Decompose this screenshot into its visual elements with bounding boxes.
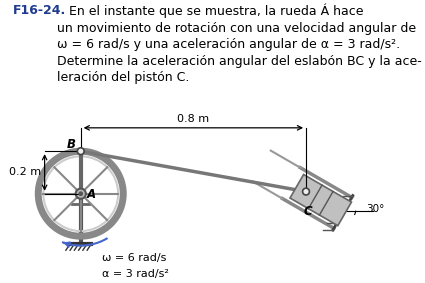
Circle shape [79,192,82,195]
Polygon shape [290,175,351,226]
Text: En el instante que se muestra, la rueda Á hace
un movimiento de rotación con una: En el instante que se muestra, la rueda … [57,4,422,84]
Circle shape [76,188,86,199]
Text: 30°: 30° [366,204,385,215]
Text: α = 3 rad/s²: α = 3 rad/s² [102,269,169,279]
Circle shape [303,188,309,195]
Circle shape [77,148,84,155]
Text: F16-24.: F16-24. [13,4,66,17]
Text: B: B [67,138,76,151]
Text: 0.8 m: 0.8 m [177,114,210,125]
Text: ω = 6 rad/s: ω = 6 rad/s [102,253,166,263]
Text: C: C [304,205,312,218]
Text: A: A [87,188,96,201]
Text: 0.2 m: 0.2 m [9,168,41,177]
